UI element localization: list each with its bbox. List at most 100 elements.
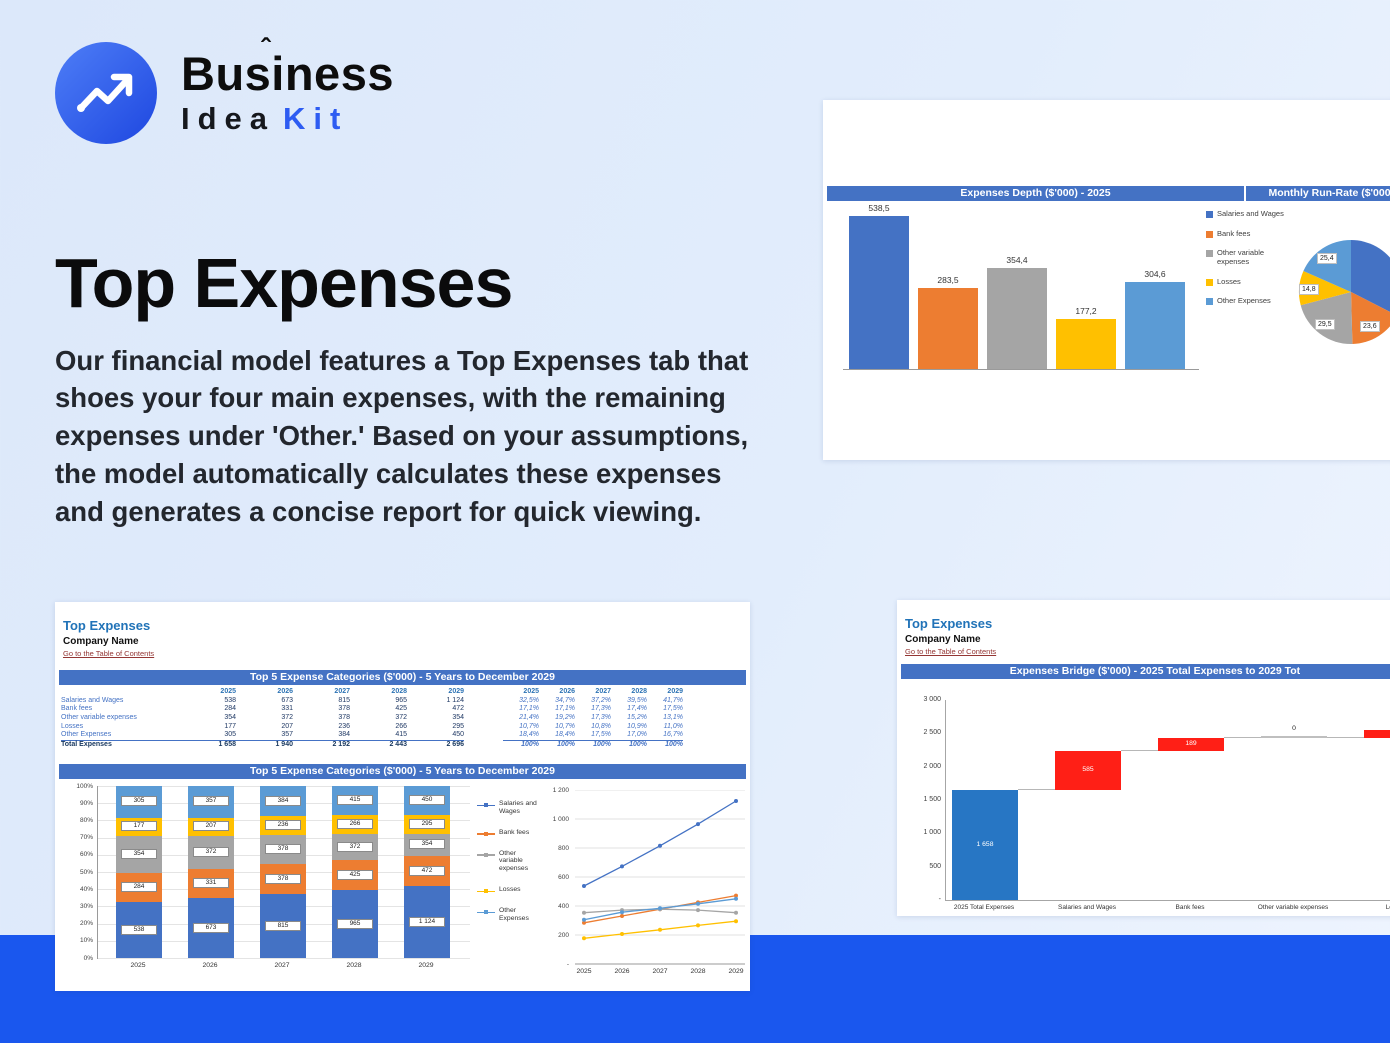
x-axis-label: 2025 Total Expenses <box>953 904 1015 911</box>
cell-value: 236 <box>338 722 350 730</box>
logo-word-idea: Idea <box>181 101 276 137</box>
logo-arrow-head <box>110 73 133 97</box>
waterfall-connector <box>1121 749 1158 751</box>
line-marker <box>620 864 624 869</box>
cell-value: 284 <box>224 705 236 713</box>
page-description: Our financial model features a Top Expen… <box>55 344 749 528</box>
stack-segment-label: 354 <box>409 839 445 850</box>
depth-bar <box>1125 282 1185 369</box>
stack-segment-label: 415 <box>337 795 373 806</box>
x-axis-label: Salaries and Wages <box>1058 904 1116 911</box>
legend-label: Losses <box>499 886 521 894</box>
expenses-depth-bar-chart: 538,5 283,5 354,4 177,2 304,6 <box>843 198 1199 370</box>
logo-wordmark-line1: Business ˆ <box>181 33 394 98</box>
x-axis-label: Other variable expenses <box>1257 904 1329 911</box>
x-axis-label: Losses <box>1385 904 1390 911</box>
depth-bar <box>849 215 909 369</box>
table-row: 32,5% 34,7% 37,2% 39,5% 41,7% <box>503 697 683 706</box>
cell-value: 372 <box>281 714 293 722</box>
table-row: 21,4% 19,2% 17,3% 15,2% 13,1% <box>503 714 683 723</box>
row-label: Bank fees <box>61 705 93 713</box>
waterfall-bar <box>1055 750 1121 790</box>
stack-segment-label: 965 <box>337 918 373 929</box>
line-marker <box>696 822 700 827</box>
x-axis-label: 2028 <box>690 968 706 975</box>
y-axis-label: 1 000 <box>923 829 941 837</box>
page-title: Top Expenses <box>55 243 513 322</box>
x-axis-label: 2027 <box>652 968 668 975</box>
legend-label: Bank fees <box>1217 228 1251 238</box>
y-axis-label: 30% <box>79 902 93 910</box>
pie-slice-label: 14,8 <box>1299 284 1319 295</box>
toc-link[interactable]: Go to the Table of Contents <box>905 647 997 656</box>
expenses-bridge-waterfall-chart: 1 658 585 189 0 118 <box>945 700 1390 901</box>
top5-stacked-bar-chart: 538 284 354 177 305 673 331 372 207 357 815 378 378 2… <box>97 786 470 959</box>
stack-segment-label: 236 <box>265 819 301 830</box>
cell-value: 378 <box>338 714 350 722</box>
x-axis-label: 2026 <box>202 962 218 969</box>
cell-value: 207 <box>281 722 293 730</box>
cell-percent: 17,3% <box>591 714 611 722</box>
year-header: 2025 <box>523 688 539 695</box>
total-percent: 100% <box>593 741 611 749</box>
total-percent: 100% <box>629 741 647 749</box>
line-marker <box>582 884 586 888</box>
pie-slice-label: 25,4 <box>1317 253 1337 264</box>
legend-item: Bank fees <box>1206 228 1286 239</box>
line-marker <box>620 910 624 915</box>
cell-percent: 17,3% <box>591 705 611 713</box>
legend-swatch <box>1206 298 1213 306</box>
toc-link[interactable]: Go to the Table of Contents <box>63 649 155 658</box>
year-header: 2028 <box>391 688 407 695</box>
cell-value: 673 <box>281 696 293 704</box>
stacked-chart-header-bar: Top 5 Expense Categories ($'000) - 5 Yea… <box>59 764 746 779</box>
pie-slice <box>1298 271 1351 306</box>
pie-svg <box>1298 239 1390 345</box>
y-axis-label: 40% <box>79 885 93 893</box>
pie-slice-label: 29,5 <box>1315 319 1335 330</box>
legend-label: Other Expenses <box>1217 296 1271 306</box>
pie-slice <box>1303 239 1351 292</box>
waterfall-connector <box>1327 736 1364 738</box>
stack-segment-label: 472 <box>409 865 445 876</box>
stack-segment-label: 372 <box>193 847 229 857</box>
y-axis-label: 800 <box>558 844 569 852</box>
stack-segment-label: 378 <box>265 844 301 854</box>
line-marker <box>734 799 738 803</box>
cell-percent: 13,1% <box>663 714 683 722</box>
company-name: Company Name <box>63 636 139 647</box>
cell-value: 354 <box>224 714 236 722</box>
depth-bar-value: 538,5 <box>868 202 890 213</box>
table-total-row: 100% 100% 100% 100% 100% <box>503 740 683 750</box>
legend-marker <box>484 910 488 915</box>
stack-segment-label: 425 <box>337 869 373 880</box>
total-value: 2 696 <box>446 741 464 749</box>
year-header: 2025 <box>220 688 236 695</box>
year-header-spacer <box>61 688 179 697</box>
logo-arrow-line <box>77 75 132 112</box>
table-total-row: Total Expenses 1 658 1 940 2 192 2 443 2 696 <box>61 740 464 750</box>
depth-bar <box>918 288 978 369</box>
year-header: 2026 <box>277 688 293 695</box>
cell-percent: 21,4% <box>519 714 539 722</box>
stack-segment-label: 305 <box>121 796 157 807</box>
screenshot-expenses-depth: Expenses Depth ($'000) - 2025 Monthly Ru… <box>823 100 1390 460</box>
legend-line-icon <box>477 831 495 837</box>
line-x-axis: 2025 2026 2027 2028 2029 <box>575 968 745 978</box>
legend-marker <box>484 852 488 857</box>
line-marker <box>582 917 586 922</box>
cell-value: 538 <box>224 696 236 704</box>
legend-label: Other Expenses <box>499 907 529 922</box>
legend-label: Losses <box>1217 276 1241 286</box>
stack-segment-label: 372 <box>337 841 373 852</box>
year-header: 2026 <box>559 688 575 695</box>
waterfall-value-label: 0 <box>1292 724 1296 732</box>
legend-item: Bank fees <box>477 829 541 837</box>
y-axis-label: 100% <box>76 782 93 790</box>
y-axis-label: 400 <box>558 902 569 910</box>
legend-label: Other variable expenses <box>1217 248 1265 266</box>
total-percent: 100% <box>521 741 539 749</box>
cell-value: 177 <box>224 722 236 730</box>
cell-value: 815 <box>338 696 350 704</box>
y-axis-label: 50% <box>79 868 93 876</box>
